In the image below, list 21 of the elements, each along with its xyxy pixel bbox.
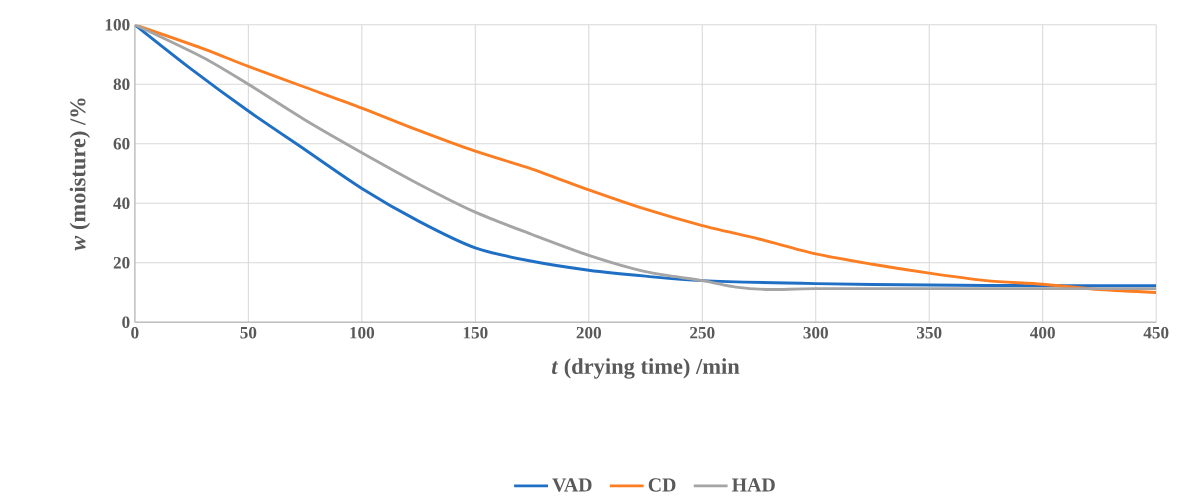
legend-label: HAD <box>732 478 775 492</box>
y-tick-label: 20 <box>113 257 130 269</box>
legend-label: CD <box>648 478 676 492</box>
x-tick-label: 250 <box>690 327 715 339</box>
y-tick-label: 0 <box>122 316 130 329</box>
y-tick-label: 40 <box>113 197 130 210</box>
y-tick-label: 60 <box>113 138 130 150</box>
x-tick-label: 0 <box>131 327 139 339</box>
x-tick-label: 200 <box>576 327 602 339</box>
x-tick-label: 450 <box>1143 327 1169 339</box>
x-tick-label: 150 <box>463 327 488 339</box>
x-axis-title: t (drying time) /min <box>551 358 740 379</box>
x-tick-label: 300 <box>803 327 828 339</box>
y-axis-title: w (moisture) /% <box>69 98 91 251</box>
x-tick-label: 400 <box>1030 327 1055 339</box>
legend-label: VAD <box>552 478 592 492</box>
x-tick-label: 350 <box>916 327 942 339</box>
x-tick-label: 100 <box>350 327 375 339</box>
y-tick-label: 80 <box>113 78 130 91</box>
y-tick-label: 100 <box>105 19 130 31</box>
x-tick-label: 50 <box>240 327 257 339</box>
